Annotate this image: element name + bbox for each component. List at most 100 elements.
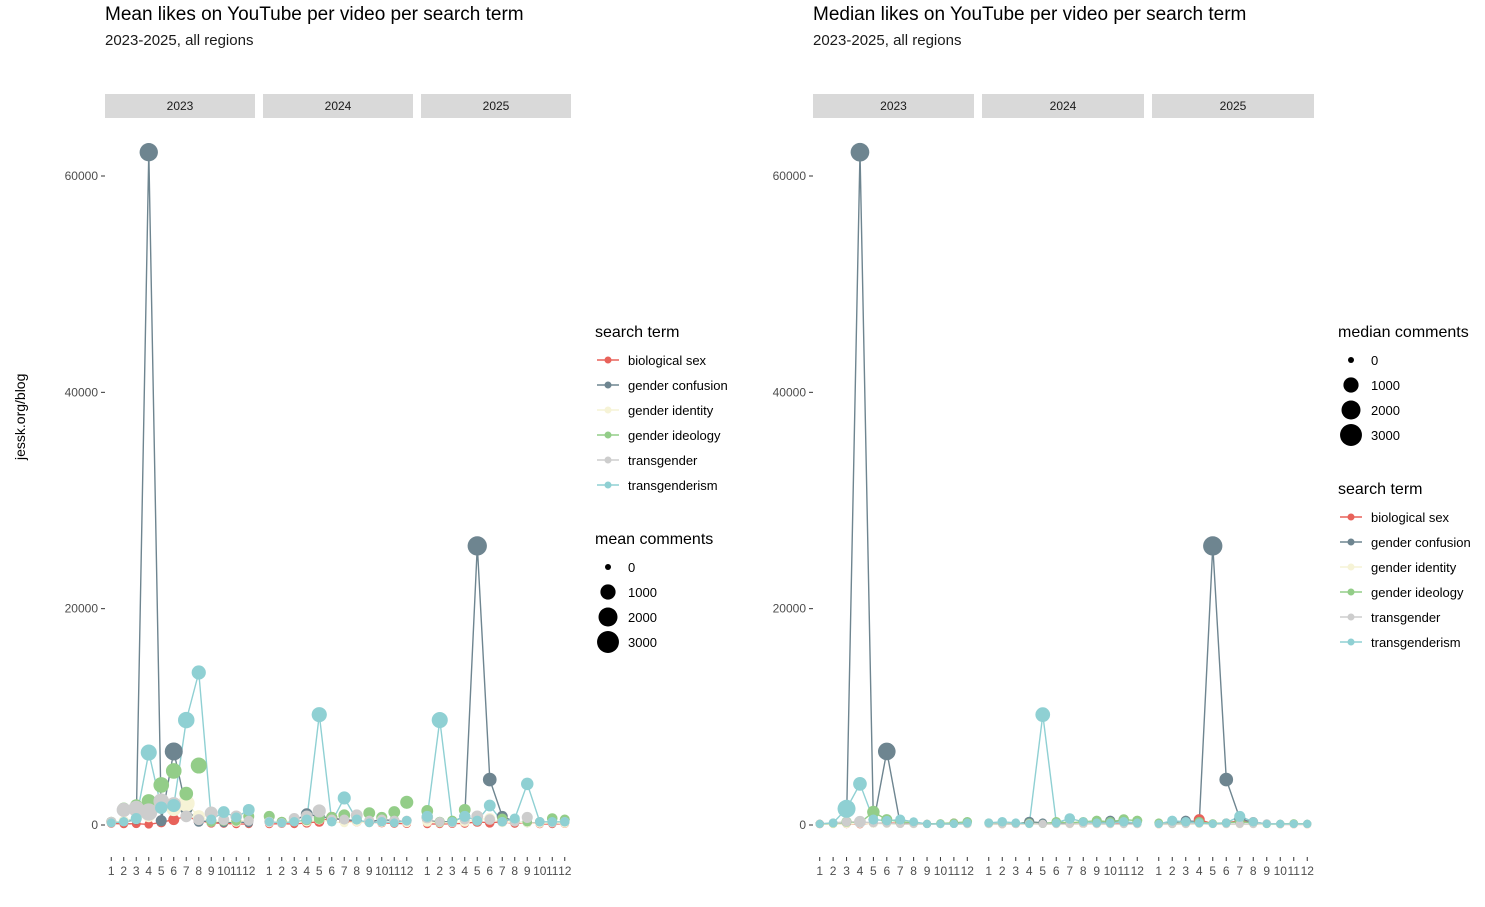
facet-strip xyxy=(1152,94,1314,118)
x-tick-label: 3 xyxy=(1012,864,1019,878)
x-tick-label: 8 xyxy=(511,864,518,878)
data-point xyxy=(339,814,350,825)
chart-title: Median likes on YouTube per video per se… xyxy=(813,4,1247,25)
x-tick-label: 11 xyxy=(230,864,243,878)
legend-key-point xyxy=(1347,588,1355,596)
x-tick-label: 6 xyxy=(328,864,335,878)
y-tick-label: 20000 xyxy=(773,602,807,616)
data-point xyxy=(1276,819,1285,829)
x-tick-label: 9 xyxy=(208,864,215,878)
data-point xyxy=(264,817,274,827)
x-tick-label: 3 xyxy=(1182,864,1189,878)
data-point xyxy=(1118,816,1129,827)
legend-key-point xyxy=(1347,563,1355,571)
x-tick-label: 8 xyxy=(910,864,917,878)
x-tick-label: 6 xyxy=(1053,864,1060,878)
facet-label: 2025 xyxy=(483,99,510,113)
data-point xyxy=(312,804,326,818)
x-tick-label: 1 xyxy=(985,864,992,878)
x-tick-label: 7 xyxy=(341,864,348,878)
legend-key-point xyxy=(1347,538,1355,546)
x-tick-label: 9 xyxy=(1093,864,1100,878)
x-tick-label: 12 xyxy=(961,864,975,878)
legend-size-key xyxy=(1341,400,1361,420)
data-point xyxy=(243,815,254,826)
x-tick-label: 6 xyxy=(1223,864,1230,878)
data-point xyxy=(155,801,168,814)
x-tick-label: 4 xyxy=(857,864,864,878)
x-tick-label: 3 xyxy=(843,864,850,878)
chart-subtitle: 2023-2025, all regions xyxy=(105,32,254,49)
x-tick-label: 7 xyxy=(183,864,190,878)
data-point xyxy=(997,816,1008,827)
legend-key-point xyxy=(1347,613,1355,621)
legend-label: 3000 xyxy=(628,635,657,650)
data-point xyxy=(1105,818,1115,828)
x-tick-label: 11 xyxy=(546,864,559,878)
data-point xyxy=(179,786,194,801)
x-tick-label: 4 xyxy=(1196,864,1203,878)
data-point xyxy=(193,814,205,826)
x-tick-label: 8 xyxy=(1080,864,1087,878)
data-point xyxy=(962,818,972,828)
y-tick-label: 40000 xyxy=(65,385,99,399)
legend-key-point xyxy=(1347,638,1355,646)
legend-key-point xyxy=(604,456,612,464)
data-point xyxy=(483,799,496,812)
data-point xyxy=(547,816,558,827)
legend-label: gender ideology xyxy=(1371,585,1464,600)
legend-label: transgenderism xyxy=(628,478,718,493)
x-tick-label: 1 xyxy=(266,864,273,878)
data-point xyxy=(922,819,932,829)
facet-label: 2024 xyxy=(325,99,352,113)
data-point xyxy=(164,742,183,761)
y-tick-label: 0 xyxy=(799,818,806,832)
x-tick-label: 5 xyxy=(158,864,165,878)
data-point xyxy=(1154,819,1163,829)
data-point xyxy=(1180,816,1191,827)
legend-label: 1000 xyxy=(1371,378,1400,393)
series-line xyxy=(988,714,1138,825)
legend-title: median comments xyxy=(1338,324,1469,341)
data-point xyxy=(190,757,207,774)
legend-key-point xyxy=(604,431,612,439)
data-point xyxy=(1248,816,1259,827)
legend-size-key xyxy=(600,584,616,600)
data-point xyxy=(165,763,182,779)
x-tick-label: 2 xyxy=(830,864,837,878)
data-point xyxy=(1208,819,1217,829)
data-point xyxy=(482,772,497,787)
series-line xyxy=(269,714,407,825)
data-point xyxy=(867,805,880,819)
y-tick-label: 60000 xyxy=(65,169,99,183)
data-point xyxy=(1303,819,1312,829)
data-point xyxy=(351,814,362,825)
x-tick-label: 8 xyxy=(195,864,202,878)
x-tick-label: 4 xyxy=(1026,864,1033,878)
x-tick-label: 12 xyxy=(1131,864,1145,878)
x-tick-label: 3 xyxy=(291,864,298,878)
x-tick-label: 6 xyxy=(883,864,890,878)
data-point xyxy=(401,815,412,826)
legend-label: gender identity xyxy=(628,403,714,418)
x-tick-label: 5 xyxy=(1209,864,1216,878)
data-point xyxy=(984,818,994,828)
chart-subtitle: 2023-2025, all regions xyxy=(813,32,962,49)
series-line xyxy=(819,152,968,825)
x-tick-label: 11 xyxy=(1288,864,1301,878)
x-tick-label: 5 xyxy=(316,864,323,878)
data-point xyxy=(301,814,312,825)
data-point xyxy=(895,814,906,825)
x-tick-label: 1 xyxy=(1155,864,1162,878)
legend-label: 1000 xyxy=(628,585,657,600)
x-tick-label: 2 xyxy=(120,864,127,878)
data-point xyxy=(400,795,414,809)
x-tick-label: 7 xyxy=(897,864,904,878)
series-line xyxy=(1158,545,1308,825)
facet-strip xyxy=(263,94,413,118)
legend-key-point xyxy=(604,481,612,489)
data-point xyxy=(140,744,157,761)
data-point xyxy=(853,777,867,791)
legend-label: 3000 xyxy=(1371,428,1400,443)
